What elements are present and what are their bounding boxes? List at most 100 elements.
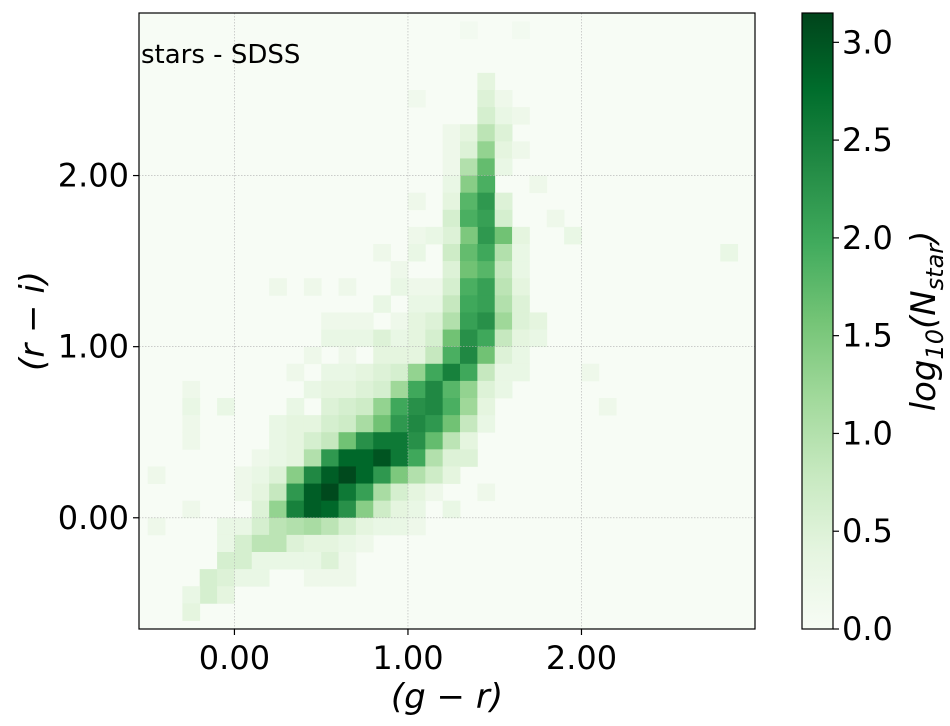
heatmap-cell xyxy=(512,295,530,313)
heatmap-cell xyxy=(529,312,548,330)
heatmap-cell xyxy=(407,415,426,433)
heatmap-cell xyxy=(338,278,357,296)
x-axis-ticks: 0.00 1.00 2.00 xyxy=(199,629,617,677)
heatmap-cell xyxy=(286,552,305,570)
heatmap-cell xyxy=(477,244,496,262)
heatmap-cell xyxy=(355,398,374,416)
heatmap-cell xyxy=(442,158,461,176)
heatmap-cell xyxy=(460,363,478,382)
heatmap-cell xyxy=(477,312,496,330)
heatmap-cell xyxy=(477,380,496,399)
heatmap-cell xyxy=(425,380,444,399)
heatmap-cell xyxy=(373,363,391,382)
heatmap-cell xyxy=(251,552,270,570)
heatmap-cell xyxy=(286,363,305,382)
heatmap-cell xyxy=(286,466,305,484)
heatmap-cell xyxy=(460,398,478,416)
colorbar-tick-label: 1.0 xyxy=(842,414,893,452)
heatmap-cell xyxy=(494,295,513,313)
y-tick-label: 2.00 xyxy=(58,157,129,195)
annotation-text: stars - SDSS xyxy=(141,40,300,70)
heatmap-cell xyxy=(355,483,374,502)
grid-lines xyxy=(139,13,755,629)
heatmap-cell xyxy=(321,312,339,330)
heatmap-cell xyxy=(494,192,513,211)
heatmap-cell xyxy=(286,398,305,416)
heatmap-cell xyxy=(460,261,478,279)
colorbar-ticks: 0.0 0.5 1.0 1.5 2.0 2.5 3.0 xyxy=(833,23,893,648)
heatmap-cell xyxy=(303,278,322,296)
heatmap-cell xyxy=(407,363,426,382)
heatmap-cell xyxy=(477,295,496,313)
heatmap-cell xyxy=(442,398,461,416)
heatmap-cell xyxy=(529,329,548,348)
heatmap-cell xyxy=(373,244,391,262)
heatmap-cell xyxy=(460,312,478,330)
heatmap-cell xyxy=(460,21,478,40)
heatmap-cell xyxy=(477,398,496,416)
heatmap-cell xyxy=(321,449,339,467)
heatmap-cell xyxy=(217,552,235,570)
heatmap-cell xyxy=(390,466,409,484)
heatmap-cell xyxy=(217,398,235,416)
x-axis-label: (g − r) xyxy=(391,677,503,717)
heatmap-cell xyxy=(477,192,496,211)
heatmap-cell xyxy=(477,226,496,245)
heatmap-cell xyxy=(477,261,496,279)
heatmap-cell xyxy=(494,380,513,399)
heatmap-cell xyxy=(321,329,339,348)
heatmap-cell xyxy=(494,90,513,108)
heatmap-cell xyxy=(407,500,426,519)
heatmap-cell xyxy=(442,346,461,365)
heatmap-cell xyxy=(390,363,409,382)
heatmap-cell xyxy=(269,517,287,536)
colorbar-tick-label: 2.0 xyxy=(842,219,893,257)
heatmap-cell xyxy=(373,483,391,502)
heatmap-cell xyxy=(269,432,287,450)
heatmap-cell xyxy=(442,432,461,450)
heatmap-cell xyxy=(407,312,426,330)
heatmap-cell xyxy=(373,500,391,519)
heatmap-cell xyxy=(390,432,409,450)
heatmap-cell xyxy=(460,329,478,348)
heatmap-cell xyxy=(477,415,496,433)
heatmap-cell xyxy=(303,466,322,484)
heatmap-cell xyxy=(338,312,357,330)
heatmap-cell xyxy=(477,483,496,502)
heatmap-cell xyxy=(512,278,530,296)
heatmap-cell xyxy=(494,226,513,245)
heatmap-cell xyxy=(442,192,461,211)
heatmap-cell xyxy=(598,398,617,416)
heatmap-cell xyxy=(338,432,357,450)
heatmap-cell xyxy=(390,329,409,348)
heatmap-cell xyxy=(442,415,461,433)
colorbar-tick-label: 2.5 xyxy=(842,121,893,159)
heatmap-cell xyxy=(460,175,478,194)
heatmap-cell xyxy=(338,415,357,433)
heatmap-cell xyxy=(442,124,461,142)
heatmap-cell xyxy=(390,278,409,296)
heatmap-cell xyxy=(442,244,461,262)
heatmap-cell xyxy=(407,244,426,262)
heatmap-cell xyxy=(442,141,461,159)
colorbar-tick-label: 1.5 xyxy=(842,317,893,355)
heatmap-cell xyxy=(321,517,339,536)
heatmap-cell xyxy=(390,261,409,279)
heatmap-cell xyxy=(477,329,496,348)
heatmap-cell xyxy=(338,517,357,536)
heatmap-cell xyxy=(286,432,305,450)
heatmap-cell xyxy=(425,226,444,245)
heatmap-cell xyxy=(303,415,322,433)
heatmap-cell xyxy=(425,329,444,348)
heatmap-cell xyxy=(182,603,201,621)
heatmap-cell xyxy=(494,261,513,279)
heatmap-cell xyxy=(338,363,357,382)
heatmap-cell xyxy=(303,569,322,587)
heatmap-cell xyxy=(338,449,357,467)
heatmap-cell xyxy=(321,534,339,553)
heatmap-cell xyxy=(355,449,374,467)
heatmap-cell xyxy=(512,261,530,279)
plot-frame xyxy=(138,12,756,630)
heatmap-cell xyxy=(355,517,374,536)
heatmap-cell xyxy=(442,295,461,313)
